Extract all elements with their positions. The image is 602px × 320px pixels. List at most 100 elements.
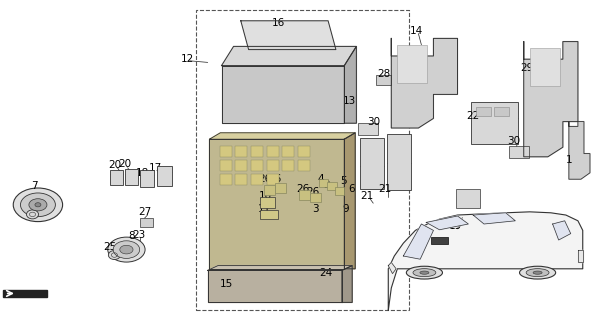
Text: 20: 20 <box>108 160 121 170</box>
Bar <box>387 134 411 190</box>
Text: 6: 6 <box>348 184 355 195</box>
Text: 21: 21 <box>361 191 374 202</box>
Bar <box>327 182 337 190</box>
Bar <box>494 107 509 116</box>
Polygon shape <box>553 221 571 240</box>
Polygon shape <box>426 216 468 230</box>
Bar <box>358 123 378 135</box>
Text: 9: 9 <box>342 204 349 214</box>
Bar <box>220 146 232 157</box>
Text: 11: 11 <box>258 204 272 214</box>
Ellipse shape <box>35 203 41 207</box>
Bar <box>476 107 491 116</box>
Polygon shape <box>222 66 344 123</box>
Polygon shape <box>3 290 47 297</box>
Bar <box>335 187 344 195</box>
Bar <box>264 185 275 195</box>
Text: 26: 26 <box>296 184 309 194</box>
Text: 26: 26 <box>258 174 272 184</box>
Text: 30: 30 <box>367 116 380 127</box>
Ellipse shape <box>20 193 55 217</box>
Text: 30: 30 <box>507 136 521 146</box>
Bar <box>235 174 247 185</box>
Text: 1: 1 <box>565 155 573 165</box>
Polygon shape <box>473 213 515 224</box>
Text: 7: 7 <box>31 181 38 191</box>
Ellipse shape <box>13 188 63 222</box>
Text: 29: 29 <box>521 63 534 74</box>
Polygon shape <box>241 21 336 50</box>
Text: 13: 13 <box>343 96 356 107</box>
Ellipse shape <box>420 271 429 274</box>
Polygon shape <box>344 133 355 269</box>
Ellipse shape <box>108 237 145 262</box>
Bar <box>251 174 263 185</box>
Text: 28: 28 <box>377 68 390 79</box>
Ellipse shape <box>29 199 47 211</box>
Text: 14: 14 <box>410 26 423 36</box>
Ellipse shape <box>526 269 549 276</box>
Text: FR.: FR. <box>22 289 39 298</box>
Bar <box>509 146 529 158</box>
Text: 23: 23 <box>132 230 145 240</box>
Bar <box>310 193 321 202</box>
Text: 5: 5 <box>340 176 347 187</box>
Bar <box>260 197 275 208</box>
Bar <box>220 160 232 171</box>
Bar <box>471 102 518 144</box>
Bar <box>196 10 409 310</box>
Bar <box>397 45 427 83</box>
Polygon shape <box>209 139 344 269</box>
Bar <box>251 146 263 157</box>
Polygon shape <box>578 250 583 262</box>
Bar <box>275 183 286 193</box>
Ellipse shape <box>108 251 120 260</box>
Polygon shape <box>342 266 352 302</box>
Polygon shape <box>569 122 590 179</box>
Polygon shape <box>403 224 433 259</box>
Text: 15: 15 <box>220 279 233 289</box>
Polygon shape <box>524 42 578 157</box>
Polygon shape <box>391 38 458 128</box>
Text: 20: 20 <box>118 159 131 170</box>
Polygon shape <box>208 270 342 302</box>
Ellipse shape <box>406 266 442 279</box>
Polygon shape <box>344 46 356 123</box>
Text: 22: 22 <box>466 111 479 122</box>
Text: 25: 25 <box>104 242 117 252</box>
Text: 4: 4 <box>317 174 324 184</box>
Ellipse shape <box>113 241 140 259</box>
Bar <box>298 160 310 171</box>
Bar <box>220 174 232 185</box>
Text: 12: 12 <box>181 53 194 64</box>
Text: 19: 19 <box>448 221 462 231</box>
Bar <box>235 160 247 171</box>
Text: 26: 26 <box>306 187 320 197</box>
Text: 27: 27 <box>138 207 151 218</box>
Bar <box>267 174 279 185</box>
Bar <box>267 160 279 171</box>
Bar <box>282 146 294 157</box>
Bar <box>376 75 391 85</box>
Ellipse shape <box>533 271 542 274</box>
Bar <box>235 146 247 157</box>
Bar <box>360 138 384 189</box>
Bar <box>110 170 123 185</box>
Ellipse shape <box>26 210 39 219</box>
Bar <box>431 237 448 244</box>
Bar <box>298 146 310 157</box>
Bar <box>140 218 153 227</box>
Text: 2: 2 <box>323 180 330 190</box>
Bar <box>299 190 310 200</box>
Text: 26: 26 <box>268 174 282 184</box>
Polygon shape <box>388 262 396 274</box>
Bar <box>140 170 154 187</box>
Text: 24: 24 <box>319 268 332 278</box>
Ellipse shape <box>413 269 436 276</box>
Bar <box>267 146 279 157</box>
Bar <box>319 179 328 187</box>
Polygon shape <box>209 133 355 139</box>
Text: 21: 21 <box>379 184 392 194</box>
Bar <box>260 210 278 219</box>
Bar <box>456 189 480 208</box>
